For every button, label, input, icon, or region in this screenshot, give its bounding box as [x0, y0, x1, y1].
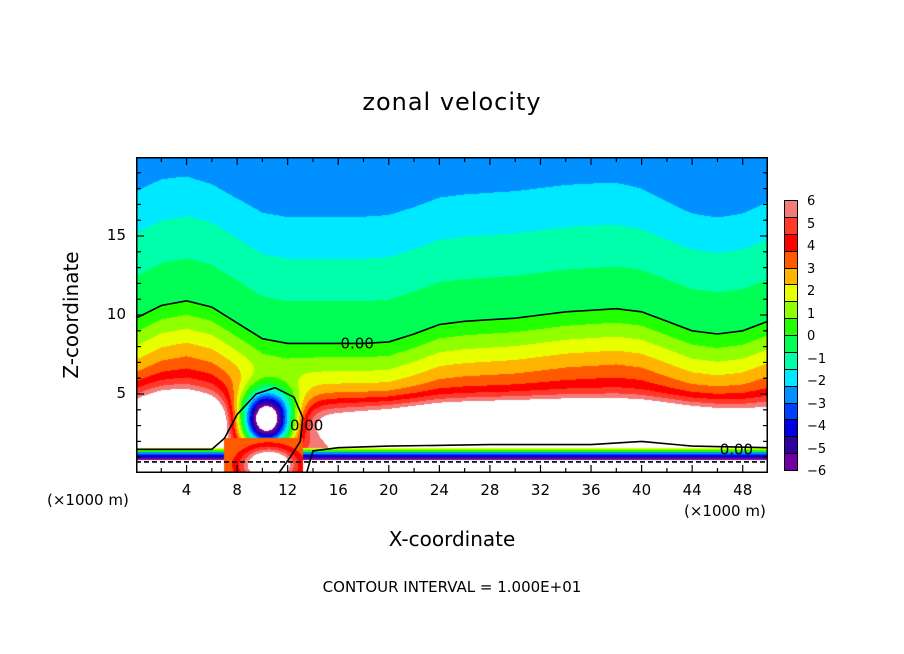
colorbar-label: 5 — [807, 216, 816, 232]
colorbar-swatch — [784, 419, 798, 438]
colorbar-swatch — [784, 351, 798, 370]
colorbar-swatch — [784, 233, 798, 252]
contour-interval-note: CONTOUR INTERVAL = 1.000E+01 — [322, 578, 582, 596]
colorbar-swatch — [784, 318, 798, 336]
x-axis-label: X-coordinate — [388, 527, 516, 551]
x-tick-label: 24 — [429, 481, 449, 499]
y-tick-label: 10 — [106, 305, 126, 323]
colorbar-swatch — [784, 453, 798, 471]
colorbar-label: −4 — [807, 419, 827, 434]
x-tick-label: 12 — [278, 481, 298, 499]
colorbar-label: 1 — [807, 306, 816, 322]
contour-label: 0.00 — [340, 334, 373, 352]
x-tick-label: 4 — [181, 481, 192, 499]
x-tick-label: 20 — [379, 481, 399, 499]
x-tick-label: 44 — [682, 481, 702, 499]
colorbar-label: −2 — [807, 374, 827, 389]
colorbar-swatch — [784, 436, 798, 455]
colorbar-swatch — [784, 267, 798, 286]
colorbar-label: −3 — [807, 396, 827, 412]
x-tick-label: 40 — [632, 481, 652, 499]
colorbar-label: −1 — [807, 351, 827, 367]
contour-fill — [136, 157, 768, 473]
plot-overlay: 0.00 0.00 0.00 — [135, 157, 769, 474]
x-unit-label: (×1000 m) — [684, 502, 766, 520]
contour-label: 0.00 — [290, 417, 323, 435]
colorbar-swatch — [784, 385, 798, 404]
colorbar-swatch — [784, 301, 798, 320]
x-tick-label: 32 — [530, 481, 551, 499]
colorbar-swatch — [784, 335, 798, 353]
x-tick-label: 16 — [328, 481, 348, 499]
colorbar-swatch — [784, 216, 798, 235]
colorbar-swatch — [784, 402, 798, 421]
colorbar-label: 6 — [807, 194, 816, 209]
y-axis-label: Z-coordinate — [59, 251, 83, 379]
colorbar-label: 3 — [807, 261, 816, 277]
zero-contour-upper — [135, 299, 769, 345]
colorbar-swatch — [784, 368, 798, 387]
plot-area: 0.00 0.00 0.00 — [135, 157, 769, 474]
x-tick-label: 48 — [733, 481, 753, 499]
y-tick-label: 5 — [116, 384, 126, 402]
colorbar-label: −6 — [807, 464, 827, 479]
colorbar-swatch — [784, 200, 798, 218]
colorbar-label: 2 — [807, 284, 816, 299]
colorbar-swatch — [784, 284, 798, 303]
colorbar-label: 0 — [807, 329, 816, 344]
zero-contour-lower — [305, 440, 769, 474]
x-tick-label: 36 — [581, 481, 601, 499]
contour-label: 0.00 — [720, 440, 753, 458]
colorbar-label: −5 — [807, 441, 827, 457]
x-tick-label: 8 — [232, 481, 242, 499]
y-tick-label: 15 — [106, 226, 126, 244]
chart-title: zonal velocity — [362, 88, 542, 116]
zero-contour-mountain — [136, 386, 304, 474]
x-tick-label: 28 — [480, 481, 500, 499]
colorbar-swatch — [784, 250, 798, 269]
y-unit-label: (×1000 m) — [47, 491, 129, 509]
colorbar-label: 4 — [807, 239, 816, 254]
